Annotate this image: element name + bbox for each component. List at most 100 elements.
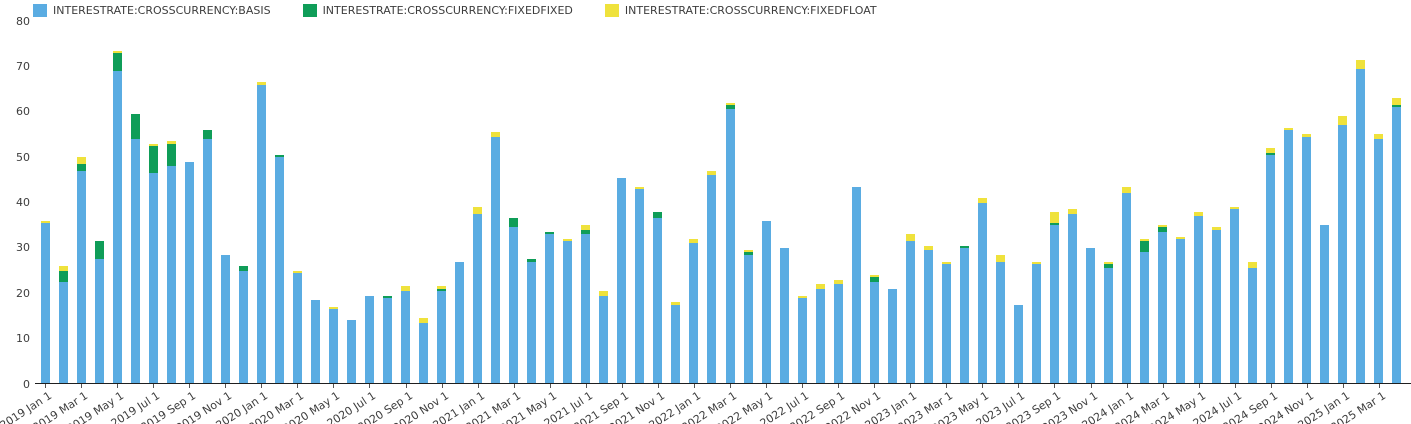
- stacked-bar-2024-Mar-1[interactable]: [1158, 225, 1168, 384]
- stacked-bar-2022-Oct-1[interactable]: [851, 186, 861, 384]
- stacked-bar-2021-Mar-1[interactable]: [509, 218, 519, 384]
- stacked-bar-2019-Oct-1[interactable]: [202, 129, 212, 384]
- stacked-bar-2021-Jul-1[interactable]: [581, 225, 591, 384]
- stacked-bar-2022-Mar-1[interactable]: [725, 102, 735, 384]
- stacked-bar-2023-Nov-1[interactable]: [1086, 247, 1096, 384]
- stacked-bar-2021-Feb-1[interactable]: [491, 132, 501, 384]
- stacked-bar-2019-Nov-1[interactable]: [220, 254, 230, 384]
- stacked-bar-2023-Aug-1[interactable]: [1031, 261, 1041, 384]
- bar-segment: [527, 261, 537, 384]
- stacked-bar-2021-Dec-1[interactable]: [671, 302, 681, 384]
- stacked-bar-2024-Apr-1[interactable]: [1176, 236, 1186, 384]
- bar-segment: [419, 322, 429, 384]
- stacked-bar-2023-Apr-1[interactable]: [959, 245, 969, 384]
- bar-segment: [292, 270, 302, 273]
- stacked-bar-2020-Jan-1[interactable]: [256, 82, 266, 384]
- stacked-bar-2019-Sep-1[interactable]: [184, 161, 194, 384]
- stacked-bar-2022-Jan-1[interactable]: [689, 238, 699, 384]
- stacked-bar-2023-Oct-1[interactable]: [1068, 209, 1077, 384]
- bar-segment: [437, 288, 447, 291]
- x-tick-mark: [1306, 384, 1308, 388]
- stacked-bar-2024-Sep-1[interactable]: [1266, 148, 1276, 384]
- stacked-bar-2022-Nov-1[interactable]: [869, 275, 879, 384]
- stacked-bar-2019-Dec-1[interactable]: [238, 266, 248, 384]
- stacked-bar-2020-Oct-1[interactable]: [419, 318, 429, 384]
- stacked-bar-2024-Feb-1[interactable]: [1140, 238, 1150, 384]
- bar-segment: [689, 243, 699, 384]
- stacked-bar-2021-May-1[interactable]: [545, 232, 555, 384]
- stacked-bar-2022-Feb-1[interactable]: [707, 170, 717, 384]
- stacked-bar-2022-Sep-1[interactable]: [833, 279, 843, 384]
- stacked-bar-2023-Dec-1[interactable]: [1104, 261, 1114, 384]
- bar-segment: [184, 161, 194, 384]
- stacked-bar-2021-Sep-1[interactable]: [617, 177, 627, 384]
- stacked-bar-2025-Mar-1[interactable]: [1374, 134, 1384, 384]
- bar-segment: [725, 102, 735, 105]
- stacked-bar-2021-Nov-1[interactable]: [653, 211, 663, 384]
- stacked-bar-2022-Jul-1[interactable]: [797, 295, 807, 384]
- stacked-bar-2022-Jun-1[interactable]: [779, 247, 789, 384]
- stacked-bar-2023-Mar-1[interactable]: [941, 261, 951, 384]
- stacked-bar-2025-Apr-1[interactable]: [1392, 98, 1402, 384]
- stacked-bar-2020-Nov-1[interactable]: [437, 286, 447, 384]
- stacked-bar-2019-Feb-1[interactable]: [58, 266, 68, 384]
- stacked-bar-2019-Aug-1[interactable]: [166, 141, 176, 384]
- bar-segment: [1104, 261, 1114, 264]
- bar-segment: [1266, 154, 1276, 384]
- stacked-bar-2022-May-1[interactable]: [761, 220, 771, 384]
- bar-segment: [1230, 207, 1240, 210]
- bar-segment: [563, 241, 573, 384]
- stacked-bar-2020-Mar-1[interactable]: [292, 270, 302, 384]
- stacked-bar-2023-May-1[interactable]: [977, 197, 987, 384]
- stacked-bar-2023-Feb-1[interactable]: [923, 245, 933, 384]
- stacked-bar-2020-Jun-1[interactable]: [346, 320, 356, 384]
- stacked-bar-2022-Dec-1[interactable]: [887, 288, 897, 384]
- stacked-bar-2020-Jul-1[interactable]: [364, 295, 374, 384]
- stacked-bar-2024-Jan-1[interactable]: [1122, 186, 1132, 384]
- bar-segment: [1194, 211, 1204, 217]
- bar-segment: [364, 295, 374, 384]
- y-tick-label: 10: [16, 332, 30, 346]
- stacked-bar-2021-Oct-1[interactable]: [635, 186, 645, 384]
- stacked-bar-2021-Jan-1[interactable]: [473, 207, 483, 384]
- stacked-bar-2020-Aug-1[interactable]: [383, 295, 392, 384]
- stacked-bar-2020-Sep-1[interactable]: [401, 286, 411, 384]
- stacked-bar-2023-Jun-1[interactable]: [995, 254, 1005, 384]
- bar-segment: [707, 170, 717, 176]
- stacked-bar-2020-Dec-1[interactable]: [455, 261, 465, 384]
- stacked-bar-2023-Jan-1[interactable]: [905, 234, 915, 384]
- stacked-bar-2019-Jan-1[interactable]: [40, 220, 50, 384]
- stacked-bar-2019-Jun-1[interactable]: [130, 114, 140, 384]
- stacked-bar-2021-Jun-1[interactable]: [563, 238, 573, 384]
- legend-item[interactable]: INTERESTRATE:CROSSCURRENCY:FIXEDFLOAT: [604, 4, 877, 17]
- x-tick-mark: [693, 384, 695, 388]
- stacked-bar-2024-Dec-1[interactable]: [1320, 225, 1330, 384]
- stacked-bar-2020-Feb-1[interactable]: [274, 154, 284, 384]
- stacked-bar-2025-Jan-1[interactable]: [1338, 116, 1348, 384]
- stacked-bar-2019-May-1[interactable]: [112, 50, 122, 384]
- legend-item[interactable]: INTERESTRATE:CROSSCURRENCY:FIXEDFIXED: [302, 4, 573, 17]
- stacked-bar-2024-Nov-1[interactable]: [1302, 134, 1312, 384]
- stacked-bar-2024-Jul-1[interactable]: [1230, 207, 1240, 384]
- x-tick-mark: [1018, 384, 1020, 388]
- stacked-bar-2021-Apr-1[interactable]: [527, 259, 537, 384]
- bar-segment: [743, 254, 753, 384]
- x-tick-mark: [1342, 384, 1344, 388]
- stacked-bar-2020-May-1[interactable]: [328, 306, 338, 384]
- stacked-bar-2019-Apr-1[interactable]: [94, 241, 104, 384]
- stacked-bar-2024-Oct-1[interactable]: [1284, 127, 1294, 384]
- stacked-bar-2023-Sep-1[interactable]: [1049, 211, 1059, 384]
- stacked-bar-2024-May-1[interactable]: [1194, 211, 1204, 384]
- stacked-bar-2021-Aug-1[interactable]: [599, 291, 609, 384]
- stacked-bar-2024-Aug-1[interactable]: [1248, 261, 1258, 384]
- stacked-bar-2020-Apr-1[interactable]: [310, 300, 320, 384]
- stacked-bar-2022-Apr-1[interactable]: [743, 250, 753, 384]
- stacked-bar-2022-Aug-1[interactable]: [815, 284, 825, 384]
- legend-item[interactable]: INTERESTRATE:CROSSCURRENCY:BASIS: [33, 4, 271, 17]
- stacked-bar-2023-Jul-1[interactable]: [1013, 304, 1023, 384]
- stacked-bar-2019-Mar-1[interactable]: [76, 157, 86, 384]
- stacked-bar-2019-Jul-1[interactable]: [148, 143, 158, 384]
- y-tick-label: 0: [23, 377, 30, 391]
- stacked-bar-2025-Feb-1[interactable]: [1356, 59, 1366, 384]
- stacked-bar-2024-Jun-1[interactable]: [1212, 227, 1222, 384]
